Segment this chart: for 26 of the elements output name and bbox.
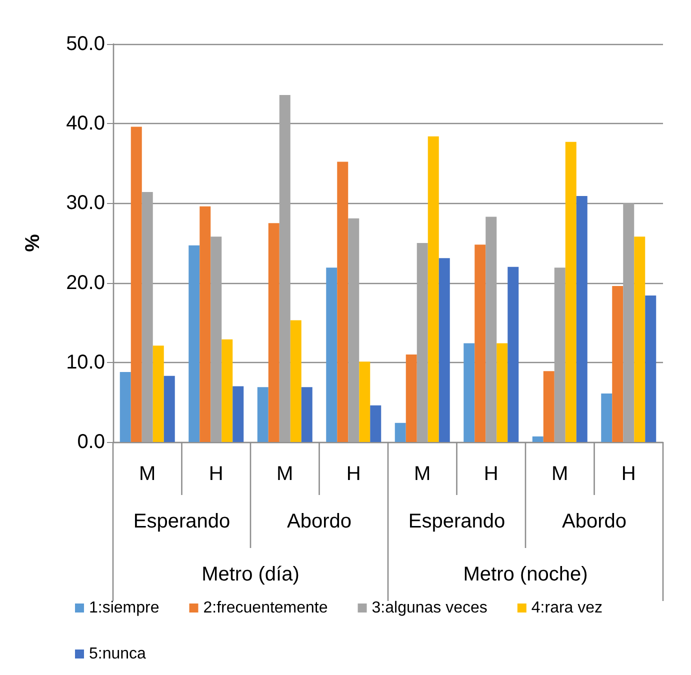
text: Esperando [408,510,506,532]
y-axis-title: % [22,234,44,252]
x-tick-label: H [484,463,498,485]
x-tick-label: H [346,463,361,485]
x-tick-label: M [276,463,294,485]
legend-label: 2:frecuentemente [203,600,328,616]
y-tick-label: 20.0 [66,272,105,294]
legend-label: 5:nunca [89,646,146,662]
x-tick-label: M [552,463,568,485]
text: Abordo [562,510,626,532]
text: Metro (día) [202,564,300,586]
legend-label: 4:rara vez [531,600,603,616]
text: Metro (noche) [463,564,588,586]
y-tick-label: 30.0 [66,192,105,214]
y-tick-label: 10.0 [66,351,105,374]
y-tick-label: 40.0 [66,112,105,135]
y-tick-label: 0.0 [77,431,105,453]
legend-label: 1:siempre [89,600,160,616]
x-tick-label: M [414,463,431,485]
text: Abordo [287,510,352,532]
text: Esperando [133,510,230,532]
legend-label: 3:algunas veces [372,600,488,616]
x-tick-label: H [208,463,224,485]
x-tick-label: M [139,463,156,485]
y-tick-label: 50.0 [66,33,105,55]
x-tick-label: H [621,463,636,485]
